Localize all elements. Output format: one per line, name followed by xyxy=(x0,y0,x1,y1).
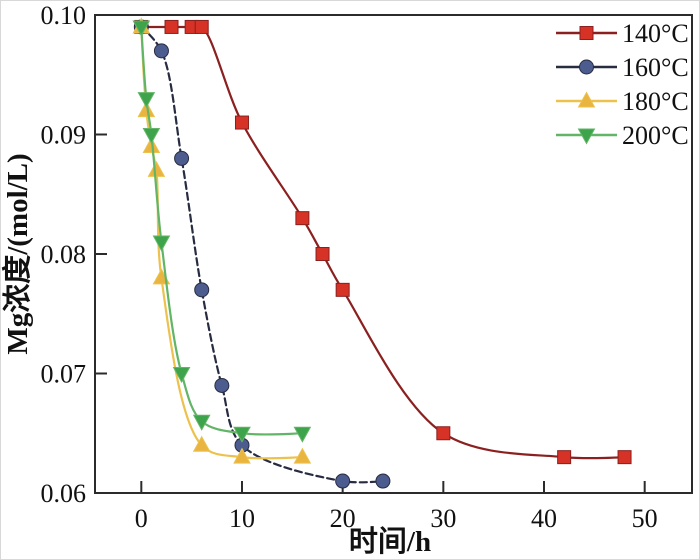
x-axis-title: 时间/h xyxy=(349,525,431,558)
x-tick-label: 40 xyxy=(531,504,557,533)
triangle-down-marker-icon xyxy=(137,92,156,109)
triangle-up-marker-icon xyxy=(192,435,211,452)
y-tick-label: 0.06 xyxy=(41,479,87,508)
square-marker-icon xyxy=(579,26,594,40)
square-marker-icon xyxy=(194,19,209,34)
y-tick-label: 0.08 xyxy=(41,240,87,269)
plot-frame xyxy=(94,14,693,494)
data-series xyxy=(132,17,632,489)
x-tick-label: 20 xyxy=(330,504,356,533)
triangle-up-marker-icon xyxy=(233,447,251,464)
triangle-down-marker-icon xyxy=(233,426,251,443)
triangle-up-marker-icon xyxy=(293,447,312,464)
legend-item: 140°C xyxy=(556,19,689,48)
triangle-down-marker-icon xyxy=(152,235,171,252)
series-180C xyxy=(132,17,312,464)
series-160C xyxy=(133,19,391,489)
square-marker-icon xyxy=(335,282,350,297)
triangle-down-marker-icon xyxy=(172,367,191,384)
axis-ticks: 0 10 20 30 40 50 0.06 0.07 0.08 0.09 0.10 xyxy=(41,1,658,533)
circle-marker-icon xyxy=(174,150,190,166)
triangle-down-marker-icon xyxy=(132,20,151,37)
square-marker-icon xyxy=(234,115,249,130)
circle-marker-icon xyxy=(153,43,169,59)
legend-label: 140°C xyxy=(622,19,689,48)
square-marker-icon xyxy=(557,450,572,465)
y-tick-label: 0.10 xyxy=(41,1,87,30)
triangle-up-marker-icon xyxy=(137,101,156,118)
legend-item: 200°C xyxy=(556,121,689,150)
series-line xyxy=(140,24,626,460)
legend-label: 200°C xyxy=(622,121,689,150)
series-140C xyxy=(134,19,632,465)
triangle-up-marker-icon xyxy=(147,160,166,177)
legend-item: 180°C xyxy=(556,87,689,116)
x-tick-label: 30 xyxy=(430,504,456,533)
circle-marker-icon xyxy=(335,473,351,489)
triangle-up-marker-icon xyxy=(577,91,596,108)
legend-label: 180°C xyxy=(622,87,689,116)
square-marker-icon xyxy=(617,450,632,465)
y-tick-label: 0.07 xyxy=(41,360,87,389)
x-tick-label: 0 xyxy=(135,504,148,533)
triangle-down-marker-icon xyxy=(142,128,161,145)
triangle-down-marker-icon xyxy=(192,414,211,431)
series-line xyxy=(140,25,304,436)
x-tick-label: 50 xyxy=(632,504,658,533)
triangle-down-marker-icon xyxy=(577,128,596,145)
x-tick-label: 10 xyxy=(229,504,255,533)
legend: 140°C 160°C 180°C 200°C xyxy=(556,19,689,150)
y-tick-label: 0.09 xyxy=(41,121,87,150)
series-line xyxy=(140,25,384,484)
legend-label: 160°C xyxy=(622,53,689,82)
legend-item: 160°C xyxy=(556,53,689,82)
square-marker-icon xyxy=(295,211,310,226)
circle-marker-icon xyxy=(579,59,594,75)
triangle-down-marker-icon xyxy=(293,426,312,443)
circle-marker-icon xyxy=(375,473,391,489)
circle-marker-icon xyxy=(214,377,230,393)
triangle-up-marker-icon xyxy=(142,136,161,153)
circle-marker-icon xyxy=(194,282,210,298)
square-marker-icon xyxy=(164,19,179,34)
square-marker-icon xyxy=(436,426,451,441)
y-axis-title: Mg浓度/(mol/L) xyxy=(1,153,34,354)
series-200C xyxy=(132,20,312,443)
square-marker-icon xyxy=(315,247,330,261)
